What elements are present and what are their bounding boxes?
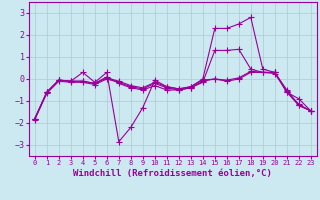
X-axis label: Windchill (Refroidissement éolien,°C): Windchill (Refroidissement éolien,°C) — [73, 169, 272, 178]
